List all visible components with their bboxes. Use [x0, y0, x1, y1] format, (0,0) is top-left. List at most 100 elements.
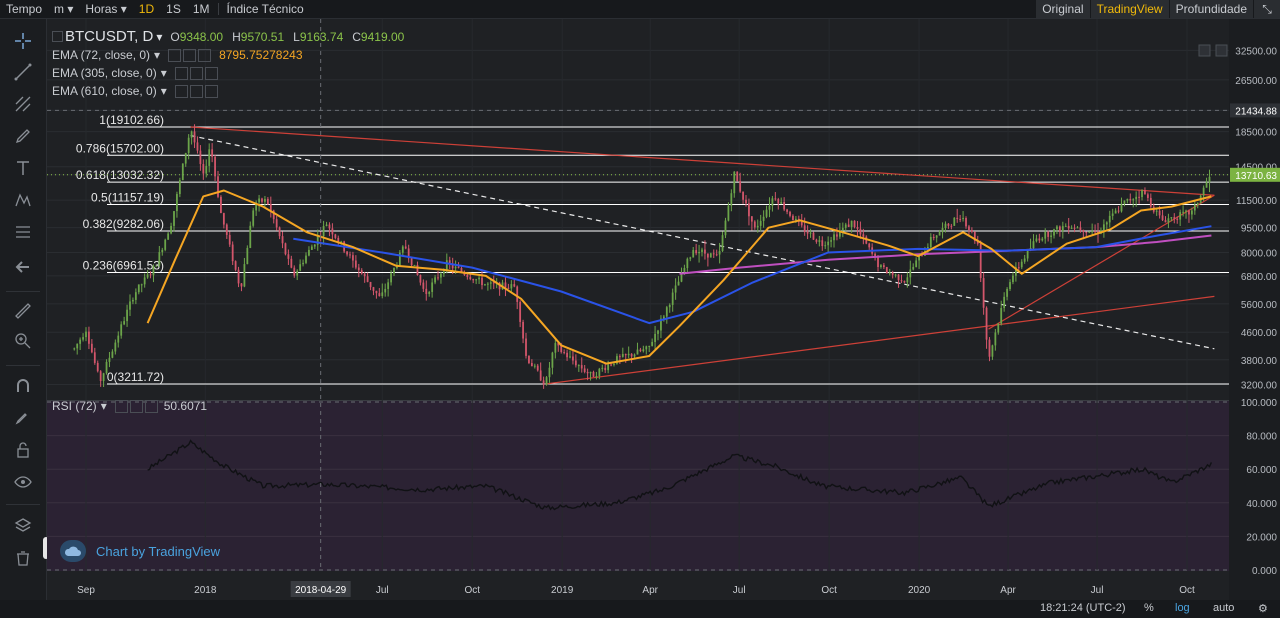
candle-body — [686, 258, 689, 269]
candle-body — [868, 243, 871, 248]
candle-body — [369, 281, 372, 288]
candle-body — [906, 277, 909, 283]
fullscreen-button[interactable]: ⤡ — [1254, 0, 1280, 18]
eye-icon[interactable] — [168, 48, 182, 62]
candle-body — [533, 365, 536, 367]
eye-icon[interactable] — [174, 66, 188, 80]
ema610-legend: EMA (610, close, 0) ▾ — [52, 84, 220, 98]
rsi-tick-label: 80.000 — [1246, 432, 1277, 443]
interval-hours-dropdown[interactable]: Horas ▾ — [79, 0, 132, 18]
layers-icon — [14, 518, 32, 532]
candle-body — [1182, 211, 1184, 213]
candle-body — [874, 253, 876, 258]
candle-body — [102, 373, 105, 381]
candle-body — [601, 367, 604, 369]
chevron-down-icon[interactable]: ▾ — [160, 84, 167, 98]
candle-body — [1146, 194, 1149, 198]
technical-indicator-button[interactable]: Índice Técnico — [226, 2, 304, 16]
candle-body — [1173, 217, 1176, 219]
ema72-label[interactable]: EMA (72, close, 0) — [52, 48, 151, 62]
candle-body — [85, 331, 87, 338]
view-original-button[interactable]: Original — [1036, 0, 1090, 18]
candle-body — [566, 352, 568, 358]
chevron-down-icon[interactable]: ▾ — [156, 29, 163, 44]
chevron-down-icon[interactable]: ▾ — [100, 399, 107, 413]
gear-icon[interactable] — [189, 66, 203, 80]
percent-scale-button[interactable]: % — [1144, 602, 1154, 614]
rsi-series-line — [147, 439, 1213, 511]
fib-tool[interactable] — [9, 220, 37, 244]
candle-body — [841, 227, 844, 231]
ohlc-open: O9348.00 — [170, 29, 224, 44]
candle-body — [704, 249, 706, 254]
candle-body — [695, 250, 698, 254]
eye-icon[interactable] — [174, 84, 188, 98]
candle-body — [877, 257, 879, 268]
candle-body — [1009, 282, 1011, 289]
candle-body — [246, 247, 249, 265]
ema610-label[interactable]: EMA (610, close, 0) — [52, 84, 157, 98]
candle-body — [859, 228, 862, 235]
view-tradingview-button[interactable]: TradingView — [1090, 0, 1169, 18]
log-scale-button[interactable]: log — [1175, 602, 1190, 614]
candle-body — [976, 240, 979, 244]
gear-icon[interactable] — [183, 48, 197, 62]
interval-minutes-dropdown[interactable]: m ▾ — [48, 0, 79, 18]
candle-body — [525, 338, 527, 356]
text-tool[interactable] — [9, 156, 37, 180]
stay-drawing-tool[interactable] — [9, 406, 37, 430]
candle-body — [460, 267, 463, 272]
pattern-icon — [15, 193, 31, 207]
brush-tool[interactable] — [9, 124, 37, 148]
candle-body — [900, 280, 903, 282]
magnet-tool[interactable] — [9, 374, 37, 398]
candle-body — [1164, 220, 1167, 223]
eye-icon[interactable] — [114, 399, 128, 413]
chevron-down-icon[interactable]: ▾ — [160, 66, 167, 80]
measure-tool[interactable] — [9, 299, 37, 323]
interval-1d-button[interactable]: 1D — [138, 2, 155, 16]
candle-body — [290, 258, 293, 268]
collapse-icon[interactable] — [52, 31, 63, 42]
candle-body — [827, 241, 830, 246]
settings-button[interactable]: ⚙ — [1258, 602, 1268, 615]
crosshair-date-badge — [290, 581, 351, 597]
close-icon[interactable] — [204, 66, 218, 80]
candle-body — [765, 209, 768, 217]
ema305-label[interactable]: EMA (305, close, 0) — [52, 66, 157, 80]
candle-body — [1006, 288, 1008, 297]
price-tick-label: 18500.00 — [1235, 128, 1277, 139]
interval-1m-button[interactable]: 1M — [192, 2, 210, 16]
crosshair-tool[interactable] — [9, 29, 37, 53]
lock-tool[interactable] — [9, 438, 37, 462]
remove-drawings-tool[interactable] — [9, 546, 37, 570]
view-depth-button[interactable]: Profundidade — [1169, 0, 1253, 18]
trend-line-tool[interactable] — [9, 60, 37, 84]
candle-body — [193, 131, 196, 143]
close-icon[interactable] — [198, 48, 212, 62]
layers-tool[interactable] — [9, 514, 37, 538]
pattern-tool[interactable] — [9, 188, 37, 212]
candle-body — [1079, 227, 1082, 230]
visibility-tool[interactable] — [9, 470, 37, 494]
tradingview-watermark[interactable]: Chart by TradingView — [60, 540, 220, 562]
toolbar-divider — [217, 3, 219, 15]
chevron-down-icon[interactable]: ▾ — [154, 48, 161, 62]
gear-icon[interactable] — [189, 84, 203, 98]
candle-body — [1003, 296, 1006, 309]
candle-body — [354, 260, 357, 268]
zoom-tool[interactable] — [9, 329, 37, 353]
rsi-label[interactable]: RSI (72) — [52, 399, 97, 413]
gear-icon[interactable] — [129, 399, 143, 413]
fork-tool[interactable] — [9, 92, 37, 116]
close-icon[interactable] — [204, 84, 218, 98]
eye-icon — [14, 476, 32, 488]
toolbar-scroll-handle[interactable] — [43, 537, 49, 559]
candle-body — [208, 149, 211, 166]
candle-body — [721, 235, 724, 251]
close-icon[interactable] — [144, 399, 158, 413]
auto-scale-button[interactable]: auto — [1213, 602, 1235, 614]
price-chart[interactable]: 1(19102.66)0.786(15702.00)0.618(13032.32… — [47, 19, 1280, 600]
interval-1s-button[interactable]: 1S — [166, 2, 181, 16]
back-button[interactable] — [9, 255, 37, 279]
